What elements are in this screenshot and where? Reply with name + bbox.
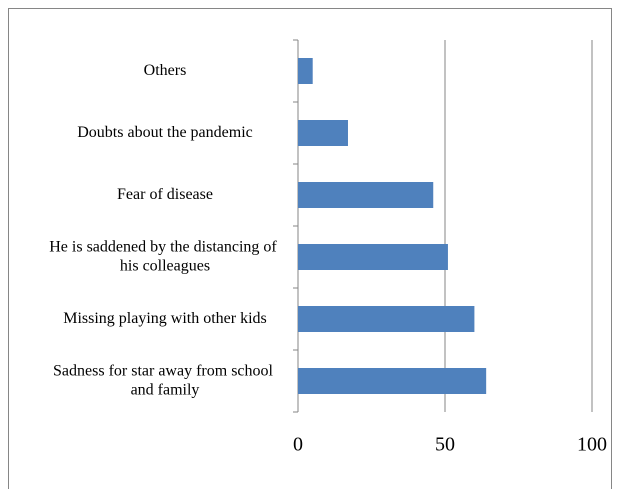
x-tick-label: 100 — [577, 434, 607, 456]
y-tick-label: Doubts about the pandemic — [77, 124, 253, 141]
y-tick-label: Sadness for star away from school and fa… — [53, 362, 277, 398]
x-tick-label: 50 — [435, 434, 455, 456]
y-tick-label: Fear of disease — [117, 186, 213, 203]
bar — [298, 306, 475, 332]
bar — [298, 368, 487, 394]
chart-border — [8, 8, 612, 489]
bar — [298, 244, 448, 270]
y-tick-label: Others — [144, 62, 187, 79]
y-tick-label: Missing playing with other kids — [63, 310, 267, 327]
bar — [298, 120, 348, 146]
bar — [298, 182, 434, 208]
x-tick-label: 0 — [293, 434, 303, 456]
y-tick-label: He is saddened by the distancing of his … — [49, 238, 281, 274]
bar — [298, 58, 313, 84]
